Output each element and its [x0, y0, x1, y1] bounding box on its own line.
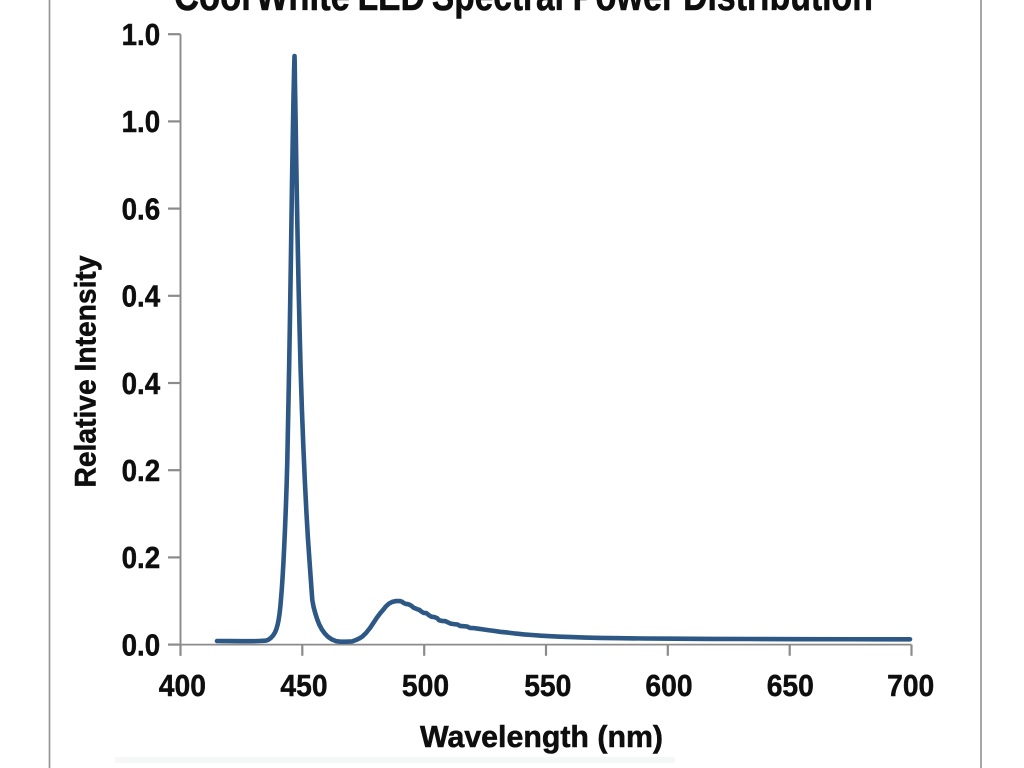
svg-text:0.2: 0.2	[122, 540, 161, 575]
svg-text:Wavelength (nm): Wavelength (nm)	[420, 719, 663, 754]
svg-text:Cool: Cool	[174, 0, 251, 19]
svg-text:Distribution: Distribution	[683, 0, 873, 19]
svg-text:500: 500	[402, 668, 449, 703]
svg-text:600: 600	[645, 668, 692, 703]
svg-text:1.0: 1.0	[122, 17, 161, 52]
svg-text:1.0: 1.0	[122, 104, 161, 139]
svg-text:0.6: 0.6	[122, 191, 161, 226]
svg-text:0.2: 0.2	[122, 453, 161, 488]
svg-text:Power: Power	[573, 0, 676, 19]
svg-text:700: 700	[887, 668, 934, 703]
svg-text:0.0: 0.0	[122, 627, 161, 662]
svg-text:650: 650	[767, 668, 814, 703]
svg-text:0.4: 0.4	[122, 366, 161, 401]
svg-text:Spectral: Spectral	[432, 0, 564, 19]
svg-text:LED: LED	[358, 0, 425, 19]
svg-text:0.4: 0.4	[122, 279, 161, 314]
svg-text:400: 400	[159, 668, 206, 703]
svg-text:White: White	[256, 0, 350, 19]
svg-text:Relative Intensity: Relative Intensity	[70, 255, 103, 488]
svg-text:550: 550	[524, 668, 571, 703]
svg-text:450: 450	[280, 668, 327, 703]
